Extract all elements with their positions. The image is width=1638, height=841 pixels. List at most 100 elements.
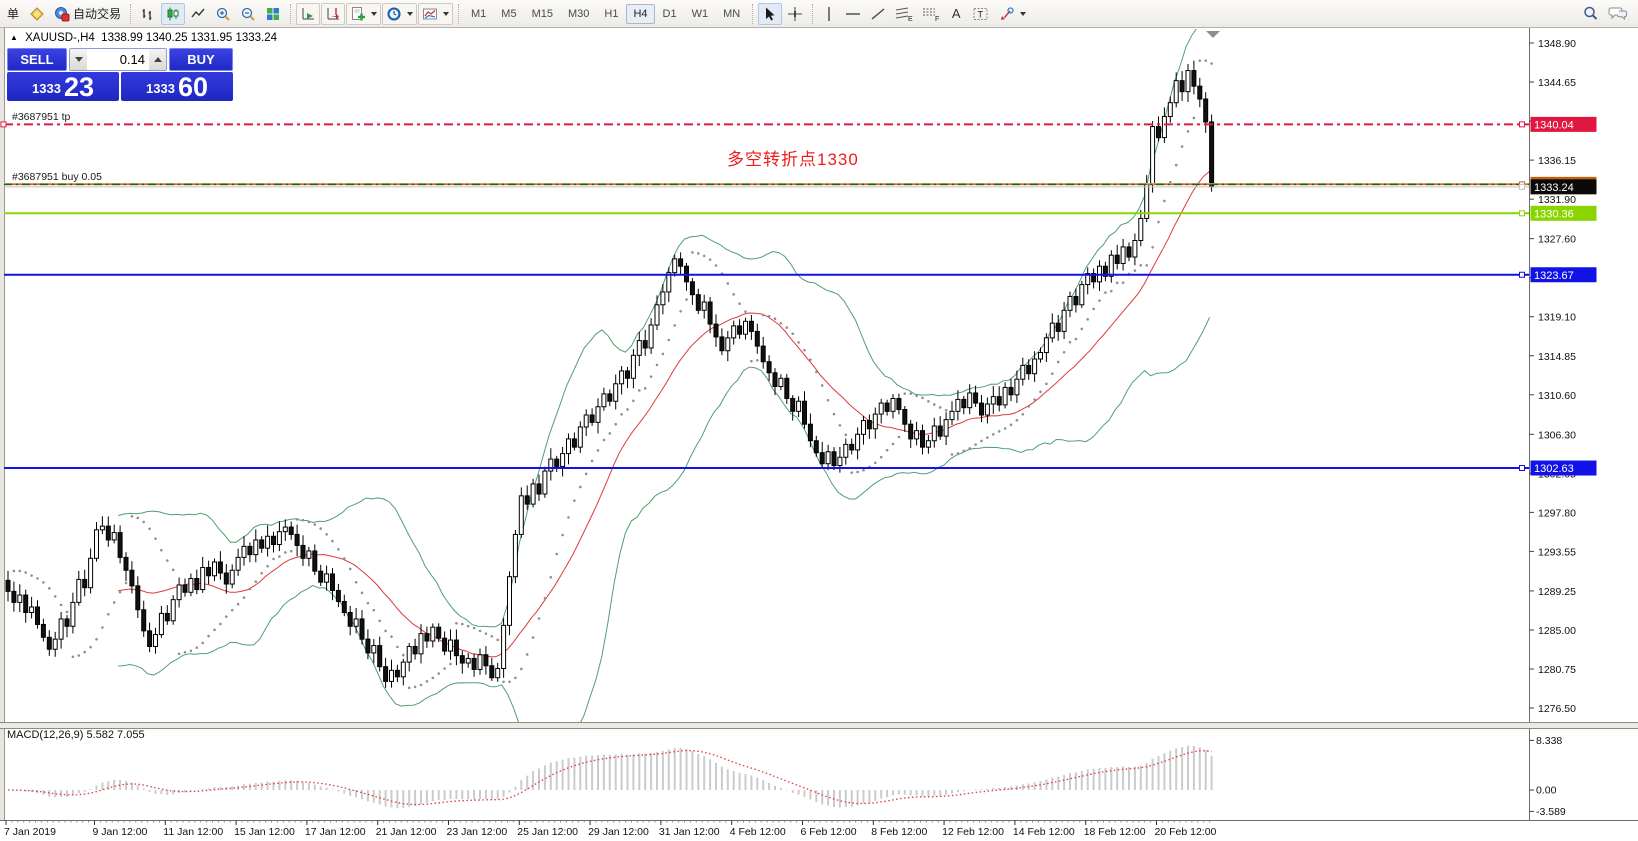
trendline-tool-button[interactable] <box>866 3 890 25</box>
order-open-label[interactable]: #3687951 buy 0.05 <box>12 171 102 183</box>
dropdown-caret-icon <box>407 11 414 16</box>
sell-button[interactable]: SELL <box>7 48 67 71</box>
svg-text:1330.36: 1330.36 <box>1534 208 1574 220</box>
timeframe-mn[interactable]: MN <box>723 7 741 20</box>
price-chart[interactable]: 1348.901344.651340.401336.151331.901327.… <box>0 28 1638 841</box>
toolbar: 单 自动交易 <box>0 0 1638 28</box>
cursor-icon <box>766 7 775 20</box>
autotrade-icon <box>55 6 70 21</box>
svg-text:23 Jan 12:00: 23 Jan 12:00 <box>447 826 508 838</box>
svg-text:1336.15: 1336.15 <box>1538 155 1576 167</box>
chat-bubbles-icon <box>1608 7 1628 21</box>
new-order-button[interactable]: 单 <box>2 3 24 25</box>
timeframe-m30[interactable]: M30 <box>567 7 590 20</box>
svg-text:17 Jan 12:00: 17 Jan 12:00 <box>305 826 366 838</box>
periods-button[interactable] <box>382 2 418 25</box>
chart-ohlc-values: 1338.99 1340.25 1331.95 1333.24 <box>101 32 278 44</box>
fibonacci-tool-button[interactable]: E <box>891 3 917 25</box>
one-click-trading-panel: SELL BUY 1333 23 1333 60 <box>7 48 233 101</box>
new-order-label: 单 <box>6 7 19 21</box>
cursor-tool-button[interactable] <box>758 2 783 25</box>
timeframe-d1[interactable]: D1 <box>662 7 677 20</box>
sell-price-display[interactable]: 1333 23 <box>7 72 119 101</box>
candlestick-chart-button[interactable] <box>161 2 186 25</box>
timeframe-m15[interactable]: M15 <box>531 7 553 20</box>
svg-text:31 Jan 12:00: 31 Jan 12:00 <box>659 826 720 838</box>
svg-text:8 Feb 12:00: 8 Feb 12:00 <box>871 826 927 838</box>
chart-title: ▲ XAUUSD-,H4 1338.99 1340.25 1331.95 133… <box>10 32 277 44</box>
vertical-line-tool-button[interactable] <box>818 3 840 25</box>
volume-input[interactable] <box>87 49 149 70</box>
toolbar-separator <box>290 3 292 24</box>
zoom-out-button[interactable] <box>236 3 260 25</box>
timeframe-m5[interactable]: M5 <box>501 7 517 20</box>
candlestick-chart-icon <box>167 7 179 20</box>
svg-text:1314.85: 1314.85 <box>1538 351 1576 363</box>
search-button[interactable] <box>1578 3 1603 25</box>
svg-text:1297.80: 1297.80 <box>1538 507 1576 519</box>
auto-scroll-icon <box>302 7 315 19</box>
dropdown-caret-icon <box>1020 11 1027 16</box>
timeframe-m1[interactable]: M1 <box>471 7 487 20</box>
channel-tool-button[interactable]: F <box>918 3 944 25</box>
template-icon <box>423 8 438 19</box>
line-chart-icon <box>191 8 205 17</box>
indicators-icon <box>352 6 366 20</box>
toolbar-separator <box>812 3 814 24</box>
svg-text:7 Jan 2019: 7 Jan 2019 <box>4 826 56 838</box>
zoom-in-button[interactable] <box>211 3 235 25</box>
svg-text:1331.90: 1331.90 <box>1538 194 1576 206</box>
arrows-icon <box>1001 6 1014 20</box>
svg-text:11 Jan 12:00: 11 Jan 12:00 <box>163 826 223 838</box>
timeframe-w1[interactable]: W1 <box>691 7 709 20</box>
chart-shift-button[interactable] <box>321 2 346 25</box>
svg-text:1327.60: 1327.60 <box>1538 234 1576 246</box>
templates-button[interactable] <box>418 2 454 25</box>
svg-text:1306.30: 1306.30 <box>1538 429 1576 441</box>
indicators-button[interactable] <box>346 2 382 25</box>
line-chart-button[interactable] <box>186 3 210 25</box>
horizontal-line-icon <box>846 12 861 15</box>
gold-bar-icon <box>30 6 44 21</box>
svg-text:6 Feb 12:00: 6 Feb 12:00 <box>801 826 857 838</box>
autotrade-button[interactable]: 自动交易 <box>50 3 125 25</box>
chart-window-icon[interactable] <box>25 3 49 25</box>
svg-text:1310.60: 1310.60 <box>1538 390 1576 402</box>
volume-decrease-button[interactable] <box>70 49 87 70</box>
svg-text:1333.24: 1333.24 <box>1534 182 1574 194</box>
bar-chart-button[interactable] <box>136 3 160 25</box>
label-tool-button[interactable]: T <box>968 3 994 25</box>
toolbar-separator <box>130 3 132 24</box>
tile-windows-icon <box>267 7 280 20</box>
order-takeprofit-label[interactable]: #3687951 tp <box>12 111 71 123</box>
svg-text:1348.90: 1348.90 <box>1538 38 1576 50</box>
svg-text:4 Feb 12:00: 4 Feb 12:00 <box>730 826 786 838</box>
buy-price-display[interactable]: 1333 60 <box>121 72 233 101</box>
svg-text:14 Feb 12:00: 14 Feb 12:00 <box>1013 826 1075 838</box>
tile-windows-button[interactable] <box>261 3 285 25</box>
buy-price-big: 60 <box>177 72 208 102</box>
clock-icon <box>387 7 401 20</box>
dropdown-caret-icon <box>443 11 450 16</box>
auto-scroll-button[interactable] <box>296 2 321 25</box>
volume-increase-button[interactable] <box>149 49 166 70</box>
timeframe-h4[interactable]: H4 <box>626 3 655 24</box>
buy-price-small: 1333 <box>146 81 175 96</box>
crosshair-tool-button[interactable] <box>783 3 807 25</box>
autotrade-label: 自动交易 <box>73 7 122 21</box>
timeframe-h1[interactable]: H1 <box>604 7 619 20</box>
collapse-triangle-icon: ▲ <box>10 33 18 42</box>
trendline-icon <box>871 7 885 20</box>
horizontal-line-tool-button[interactable] <box>841 3 865 25</box>
text-tool-button[interactable]: A <box>945 3 967 25</box>
chart-annotation-text[interactable]: 多空转折点1330 <box>727 150 859 169</box>
text-tool-label: A <box>951 6 961 21</box>
zoom-in-icon <box>216 7 230 21</box>
vertical-line-icon <box>828 6 830 21</box>
community-chat-button[interactable] <box>1604 3 1632 25</box>
svg-text:15 Jan 12:00: 15 Jan 12:00 <box>234 826 295 838</box>
svg-text:12 Feb 12:00: 12 Feb 12:00 <box>942 826 1004 838</box>
buy-button[interactable]: BUY <box>169 48 233 71</box>
arrows-tool-button[interactable] <box>995 3 1030 25</box>
